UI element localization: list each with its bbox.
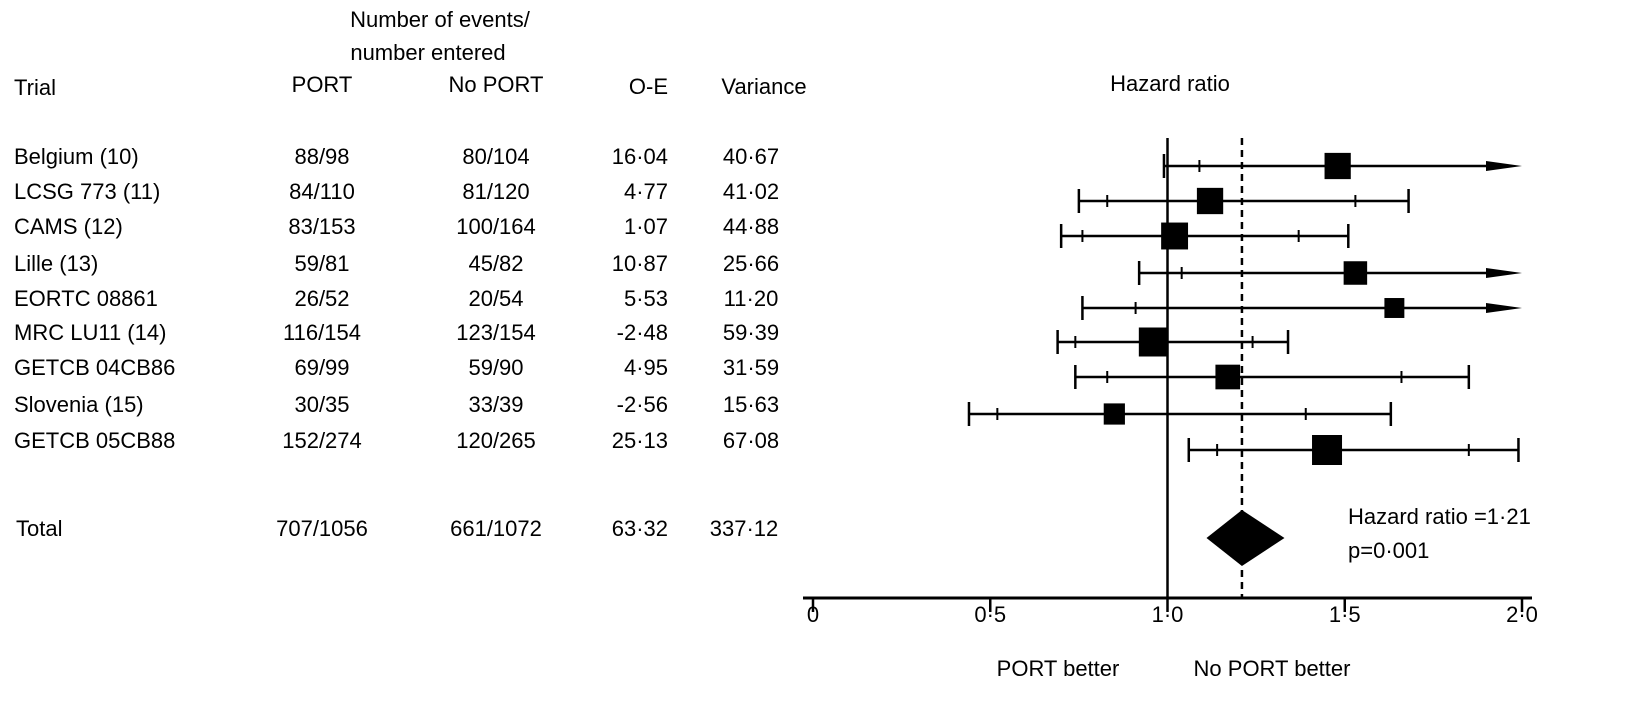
row-variance-cell: 59·39 — [722, 320, 780, 345]
row-noport-cell: 45/82 — [468, 251, 524, 276]
x-axis-tick-label: 0·5 — [974, 602, 1006, 627]
ci-arrow — [1486, 268, 1522, 278]
row-oe-cell: 4·77 — [623, 179, 668, 204]
row-oe-cell: -2·56 — [616, 392, 668, 417]
events-header-line1: Number of events/ — [350, 7, 530, 32]
row-oe-cell: 16·04 — [611, 144, 668, 169]
hazard-ratio-box — [1312, 435, 1343, 465]
row-variance-cell: 11·20 — [723, 286, 779, 311]
row-trial-cell: CAMS (12) — [14, 214, 123, 239]
x-axis-tick-label: 1·5 — [1329, 602, 1361, 627]
row-noport-cell: 33/39 — [468, 392, 524, 417]
total-port-value: 707/1056 — [276, 516, 368, 541]
row-port-cell: 88/98 — [294, 144, 350, 169]
hazard-ratio-box — [1138, 327, 1168, 357]
total-trial-label: Total — [16, 516, 63, 541]
row-trial-cell: Slovenia (15) — [14, 392, 144, 417]
ci-arrow — [1486, 161, 1522, 171]
hazard-ratio-box — [1384, 298, 1405, 318]
port-column-header: PORT — [291, 72, 353, 97]
hazard-ratio-header: Hazard ratio — [1110, 71, 1230, 96]
hazard-ratio-box — [1103, 403, 1125, 425]
hazard-ratio-box — [1324, 152, 1351, 180]
row-variance-cell: 67·08 — [722, 428, 780, 453]
row-trial-cell: GETCB 04CB86 — [14, 355, 176, 380]
ci-arrow — [1486, 303, 1522, 313]
row-port-cell: 152/274 — [282, 428, 362, 453]
pooled-p-value-label: p=0·001 — [1348, 538, 1430, 563]
row-port-cell: 59/81 — [294, 251, 350, 276]
hazard-ratio-box — [1343, 261, 1368, 285]
oe-column-header: O-E — [628, 74, 668, 99]
port-better-label: PORT better — [996, 656, 1120, 681]
hazard-ratio-box — [1215, 364, 1241, 390]
trial-column-header: Trial — [14, 75, 56, 100]
row-oe-cell: 10·87 — [611, 251, 668, 276]
row-oe-cell: 4·95 — [623, 355, 668, 380]
hazard-ratio-box — [1161, 222, 1189, 250]
row-oe-cell: 1·07 — [623, 214, 668, 239]
row-noport-cell: 123/154 — [456, 320, 536, 345]
row-trial-cell: Lille (13) — [14, 251, 99, 276]
row-trial-cell: LCSG 773 (11) — [14, 179, 161, 204]
row-variance-cell: 40·67 — [722, 144, 780, 169]
row-oe-cell: 25·13 — [611, 428, 668, 453]
row-port-cell: 84/110 — [289, 179, 355, 204]
row-noport-cell: 20/54 — [468, 286, 524, 311]
total-variance-value: 337·12 — [709, 516, 779, 541]
row-oe-cell: -2·48 — [616, 320, 668, 345]
hazard-ratio-box — [1196, 187, 1224, 215]
row-noport-cell: 120/265 — [456, 428, 536, 453]
row-port-cell: 26/52 — [294, 286, 350, 311]
total-noport-value: 661/1072 — [450, 516, 542, 541]
row-variance-cell: 31·59 — [722, 355, 780, 380]
row-port-cell: 69/99 — [294, 355, 350, 380]
events-header-line2: number entered — [350, 40, 506, 65]
row-noport-cell: 100/164 — [456, 214, 536, 239]
row-variance-cell: 25·66 — [722, 251, 780, 276]
pooled-hazard-ratio-label: Hazard ratio =1·21 — [1348, 504, 1531, 529]
row-noport-cell: 59/90 — [468, 355, 524, 380]
variance-column-header: Variance — [721, 74, 807, 99]
x-axis-tick-label: 2·0 — [1506, 602, 1538, 627]
row-variance-cell: 15·63 — [722, 392, 780, 417]
row-trial-cell: MRC LU11 (14) — [14, 320, 167, 345]
row-port-cell: 116/154 — [283, 320, 361, 345]
row-noport-cell: 80/104 — [462, 144, 530, 169]
row-oe-cell: 5·53 — [623, 286, 668, 311]
noport-column-header: No PORT — [448, 72, 544, 97]
noport-better-label: No PORT better — [1193, 656, 1351, 681]
row-trial-cell: GETCB 05CB88 — [14, 428, 176, 453]
x-axis-tick-label: 1·0 — [1152, 602, 1184, 627]
row-variance-cell: 44·88 — [722, 214, 780, 239]
total-oe-value: 63·32 — [611, 516, 668, 541]
row-variance-cell: 41·02 — [722, 179, 780, 204]
x-axis-tick-label: 0 — [807, 602, 819, 627]
row-trial-cell: EORTC 08861 — [14, 286, 158, 311]
row-port-cell: 30/35 — [294, 392, 350, 417]
pooled-diamond — [1206, 510, 1285, 566]
row-port-cell: 83/153 — [288, 214, 356, 239]
row-trial-cell: Belgium (10) — [14, 144, 139, 169]
row-noport-cell: 81/120 — [462, 179, 530, 204]
